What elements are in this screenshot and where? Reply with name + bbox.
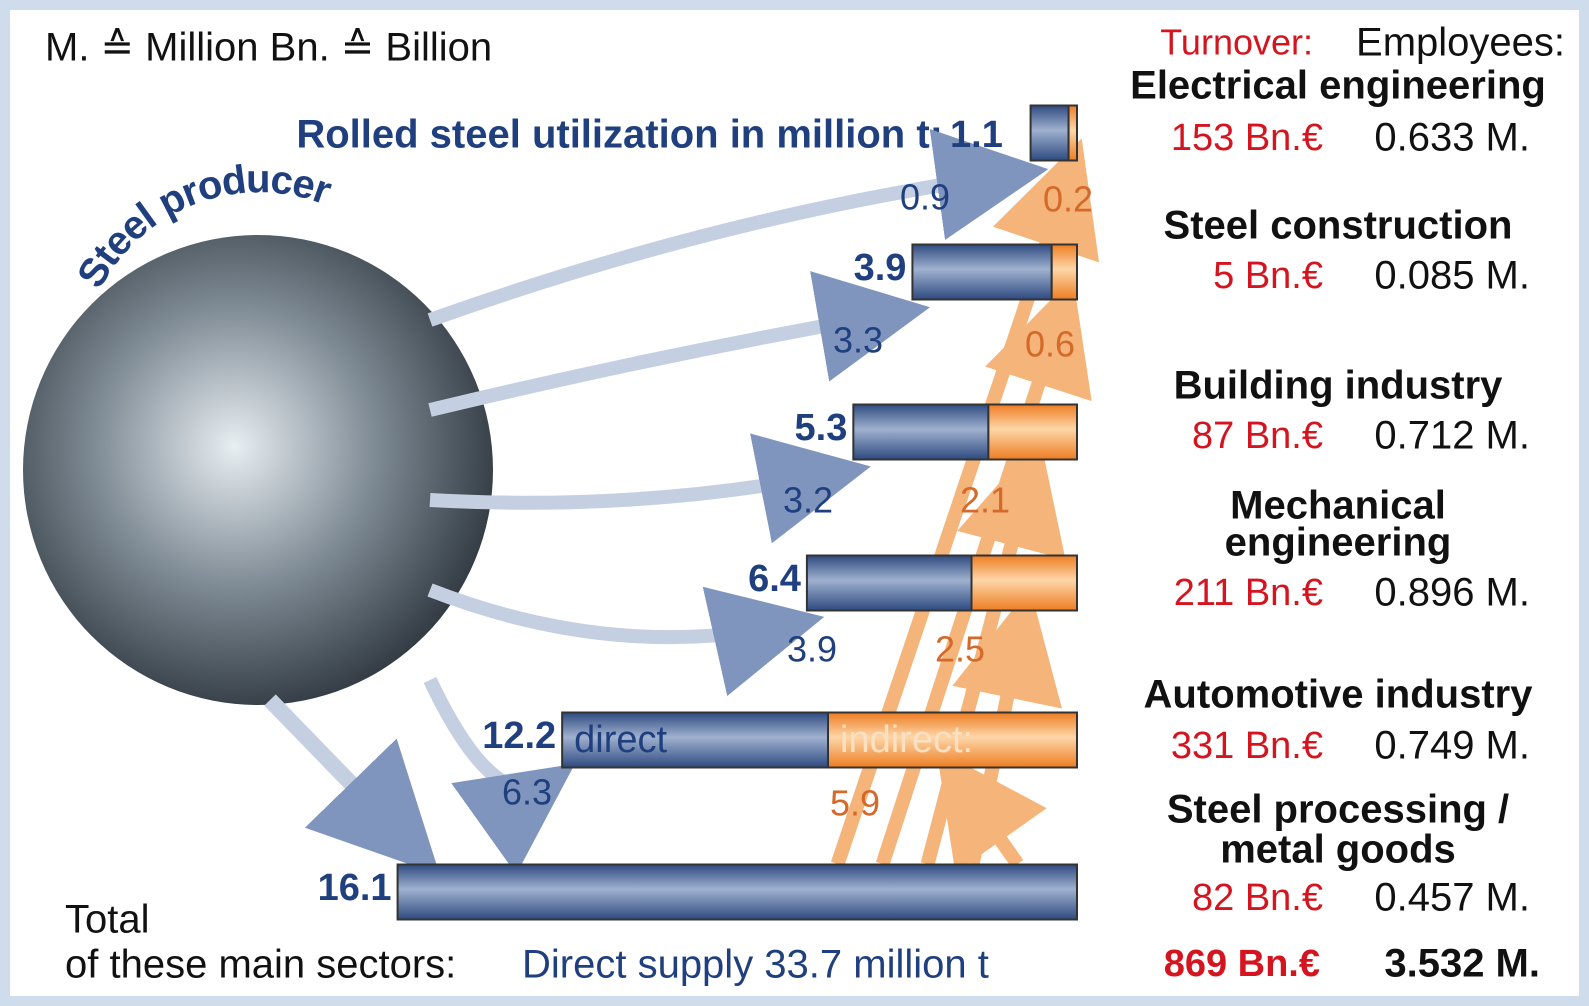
direct-value: 6.3 <box>502 772 552 813</box>
indirect-bar <box>1050 243 1079 301</box>
direct-bar <box>805 554 973 612</box>
turnover: 211 Bn.€ <box>1174 572 1323 614</box>
indirect-value: 5.9 <box>830 783 880 824</box>
employees: 0.749 M. <box>1374 724 1530 768</box>
direct-arrow <box>429 433 871 544</box>
direct-value: 3.2 <box>783 480 833 521</box>
employees: 0.633 M. <box>1374 116 1530 160</box>
direct-arrow <box>427 583 825 696</box>
total-value: 6.4 <box>748 558 801 600</box>
steel-photo <box>23 235 493 705</box>
sector-name: Automotive industry <box>1144 673 1534 717</box>
sector-name: engineering <box>1225 521 1452 565</box>
turnover-header: Turnover: <box>1160 22 1313 63</box>
total-value: 16.1 <box>318 867 392 909</box>
direct-value: 3.3 <box>833 320 883 361</box>
indirect-value: 2.1 <box>960 480 1010 521</box>
indirect-bar <box>827 711 1079 769</box>
direct-arrow <box>427 129 1049 327</box>
legend: M. ≙ Million Bn. ≙ Billion <box>45 26 492 70</box>
sector-name: Electrical engineering <box>1130 64 1546 108</box>
total-supply: Direct supply 33.7 million t <box>522 943 989 987</box>
total-value: 5.3 <box>795 407 848 449</box>
bars <box>264 104 1100 921</box>
sector-name: Mechanical <box>1230 484 1446 528</box>
total-value: 1.1 <box>950 114 1003 156</box>
title: Rolled steel utilization in million t: <box>296 113 943 157</box>
employees: 0.085 M. <box>1374 254 1530 298</box>
total-employees: 3.532 M. <box>1384 942 1540 986</box>
indirect-bar <box>970 554 1078 612</box>
indirect-label: indirect: <box>840 719 973 761</box>
turnover: 331 Bn.€ <box>1171 725 1323 767</box>
total-label: Total <box>65 898 150 942</box>
total-value: 12.2 <box>482 715 556 757</box>
total-label: of these main sectors: <box>65 943 456 987</box>
direct-label: direct <box>574 719 667 761</box>
total-value: 3.9 <box>854 247 907 289</box>
direct-arrow <box>428 271 931 417</box>
turnover: 87 Bn.€ <box>1192 415 1323 457</box>
indirect-arrow <box>936 749 1047 873</box>
sector-name: Building industry <box>1174 364 1504 408</box>
total-bar <box>396 863 1078 921</box>
employees: 0.712 M. <box>1374 414 1530 458</box>
direct-bar <box>852 403 990 461</box>
employees-header: Employees: <box>1356 21 1565 65</box>
turnover: 5 Bn.€ <box>1213 255 1323 297</box>
sector-name: metal goods <box>1220 828 1456 872</box>
indirect-value: 2.5 <box>935 629 985 670</box>
direct-bar <box>1029 104 1070 162</box>
turnover: 82 Bn.€ <box>1192 877 1323 919</box>
indirect-value: 0.2 <box>1043 179 1093 220</box>
indirect-bar <box>987 403 1079 461</box>
direct-value: 0.9 <box>900 177 950 218</box>
direct-bar <box>561 711 830 769</box>
direct-bar <box>911 243 1053 301</box>
turnover: 153 Bn.€ <box>1171 117 1323 159</box>
indirect-value: 0.6 <box>1025 324 1075 365</box>
direct-arrow <box>423 677 575 875</box>
direct-value: 3.9 <box>787 629 837 670</box>
sector-name: Steel processing / <box>1167 788 1509 832</box>
employees: 0.896 M. <box>1374 571 1530 615</box>
employees: 0.457 M. <box>1374 876 1530 920</box>
total-turnover: 869 Bn.€ <box>1164 943 1320 985</box>
sector-name: Steel construction <box>1164 204 1513 248</box>
indirect-bar <box>1067 104 1079 162</box>
direct-arrow <box>264 694 440 875</box>
